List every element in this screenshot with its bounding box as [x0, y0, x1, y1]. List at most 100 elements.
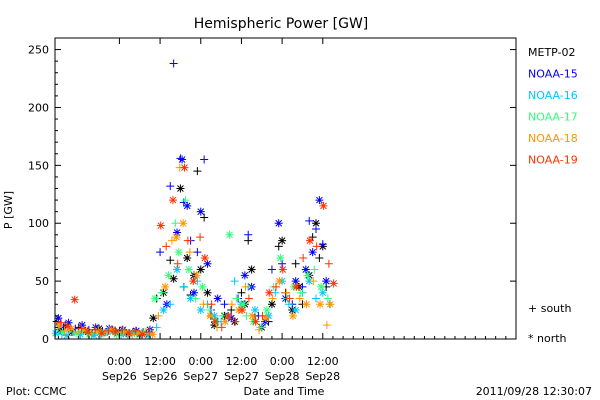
north-point [308, 248, 317, 257]
south-point [241, 282, 250, 291]
south-point [312, 294, 321, 303]
south-point [90, 325, 99, 334]
north-point [89, 331, 98, 340]
north-point [316, 300, 325, 309]
x-tick-label-date: Sep28 [305, 370, 340, 383]
x-tick-label-time: 0:00 [270, 355, 295, 368]
south-point [312, 225, 321, 234]
south-point [323, 294, 332, 303]
north-point [176, 184, 185, 193]
north-point [70, 295, 79, 304]
south-point [200, 213, 209, 222]
north-point [261, 314, 270, 323]
north-point [105, 324, 114, 333]
north-point [221, 317, 230, 326]
x-tick-label-time: 0:00 [107, 355, 132, 368]
series-noaa-19 [57, 163, 338, 339]
north-point [291, 277, 300, 286]
south-point [296, 288, 305, 297]
north-point [225, 230, 234, 239]
north-point [248, 311, 257, 320]
north-point [322, 277, 331, 286]
north-point [210, 317, 219, 326]
north-point [161, 282, 170, 291]
north-point [183, 201, 192, 210]
south-point [315, 253, 324, 262]
south-point [244, 294, 253, 303]
north-point [72, 329, 81, 338]
north-point [156, 221, 165, 230]
south-point [268, 294, 277, 303]
north-point [251, 317, 260, 326]
north-point [239, 300, 248, 309]
north-point [183, 253, 192, 262]
north-point [58, 328, 67, 337]
south-point [324, 259, 333, 268]
north-point [276, 253, 285, 262]
x-tick-label-date: Sep27 [183, 370, 218, 383]
north-point [138, 330, 147, 339]
south-point [191, 294, 200, 303]
y-tick-label: 100 [28, 217, 49, 230]
south-point [258, 311, 267, 320]
north-point [329, 279, 338, 288]
south-point [193, 248, 202, 257]
south-point [77, 324, 86, 333]
north-point [107, 325, 116, 334]
footer-left: Plot: CCMC [6, 385, 67, 398]
north-point [85, 330, 94, 339]
south-point [285, 294, 294, 303]
marker-legend-south: + south [528, 302, 571, 315]
north-point [288, 311, 297, 320]
south-point [291, 259, 300, 268]
series-noaa-18 [55, 163, 335, 339]
south-point [104, 326, 113, 335]
south-point [278, 259, 287, 268]
south-point [205, 306, 214, 315]
north-point [63, 322, 72, 331]
south-point [244, 230, 253, 239]
north-point [91, 323, 100, 332]
north-point [174, 248, 183, 257]
x-tick-label-date: Sep26 [102, 370, 137, 383]
north-point [275, 277, 284, 286]
north-point [111, 328, 120, 337]
north-point [159, 306, 168, 315]
x-tick-label-time: 0:00 [188, 355, 213, 368]
south-point [156, 248, 165, 257]
north-point [305, 277, 314, 286]
north-point [189, 288, 198, 297]
chart-title: Hemispheric Power [GW] [194, 16, 369, 32]
series-noaa-15 [54, 59, 331, 338]
south-point [200, 155, 209, 164]
south-point [272, 282, 281, 291]
north-point [97, 329, 106, 338]
north-point [117, 330, 126, 339]
north-point [203, 259, 212, 268]
north-point [303, 271, 312, 280]
south-point [227, 300, 236, 309]
south-point [309, 277, 318, 286]
north-point [302, 300, 311, 309]
north-point [80, 325, 89, 334]
south-point [305, 216, 314, 225]
legend-entry-noaa-16: NOAA-16 [528, 89, 578, 102]
south-point [299, 253, 308, 262]
x-axis: 0:00 Sep26 12:00 Sep26 0:00 Sep27 12:00 Sep27 0:… [57, 38, 507, 383]
south-point [217, 323, 226, 332]
x-tick-label-time: 12:00 [144, 355, 176, 368]
south-point [193, 167, 202, 176]
north-point [274, 219, 283, 228]
south-point [255, 325, 264, 334]
south-point [152, 323, 161, 332]
north-point [265, 288, 274, 297]
north-point [278, 236, 287, 245]
south-point [131, 326, 140, 335]
north-point [130, 329, 139, 338]
south-point [181, 196, 190, 205]
north-point [173, 265, 182, 274]
north-point [317, 282, 326, 291]
north-point [261, 317, 270, 326]
north-point [121, 328, 130, 337]
legend-entry-noaa-18: NOAA-18 [528, 132, 578, 145]
